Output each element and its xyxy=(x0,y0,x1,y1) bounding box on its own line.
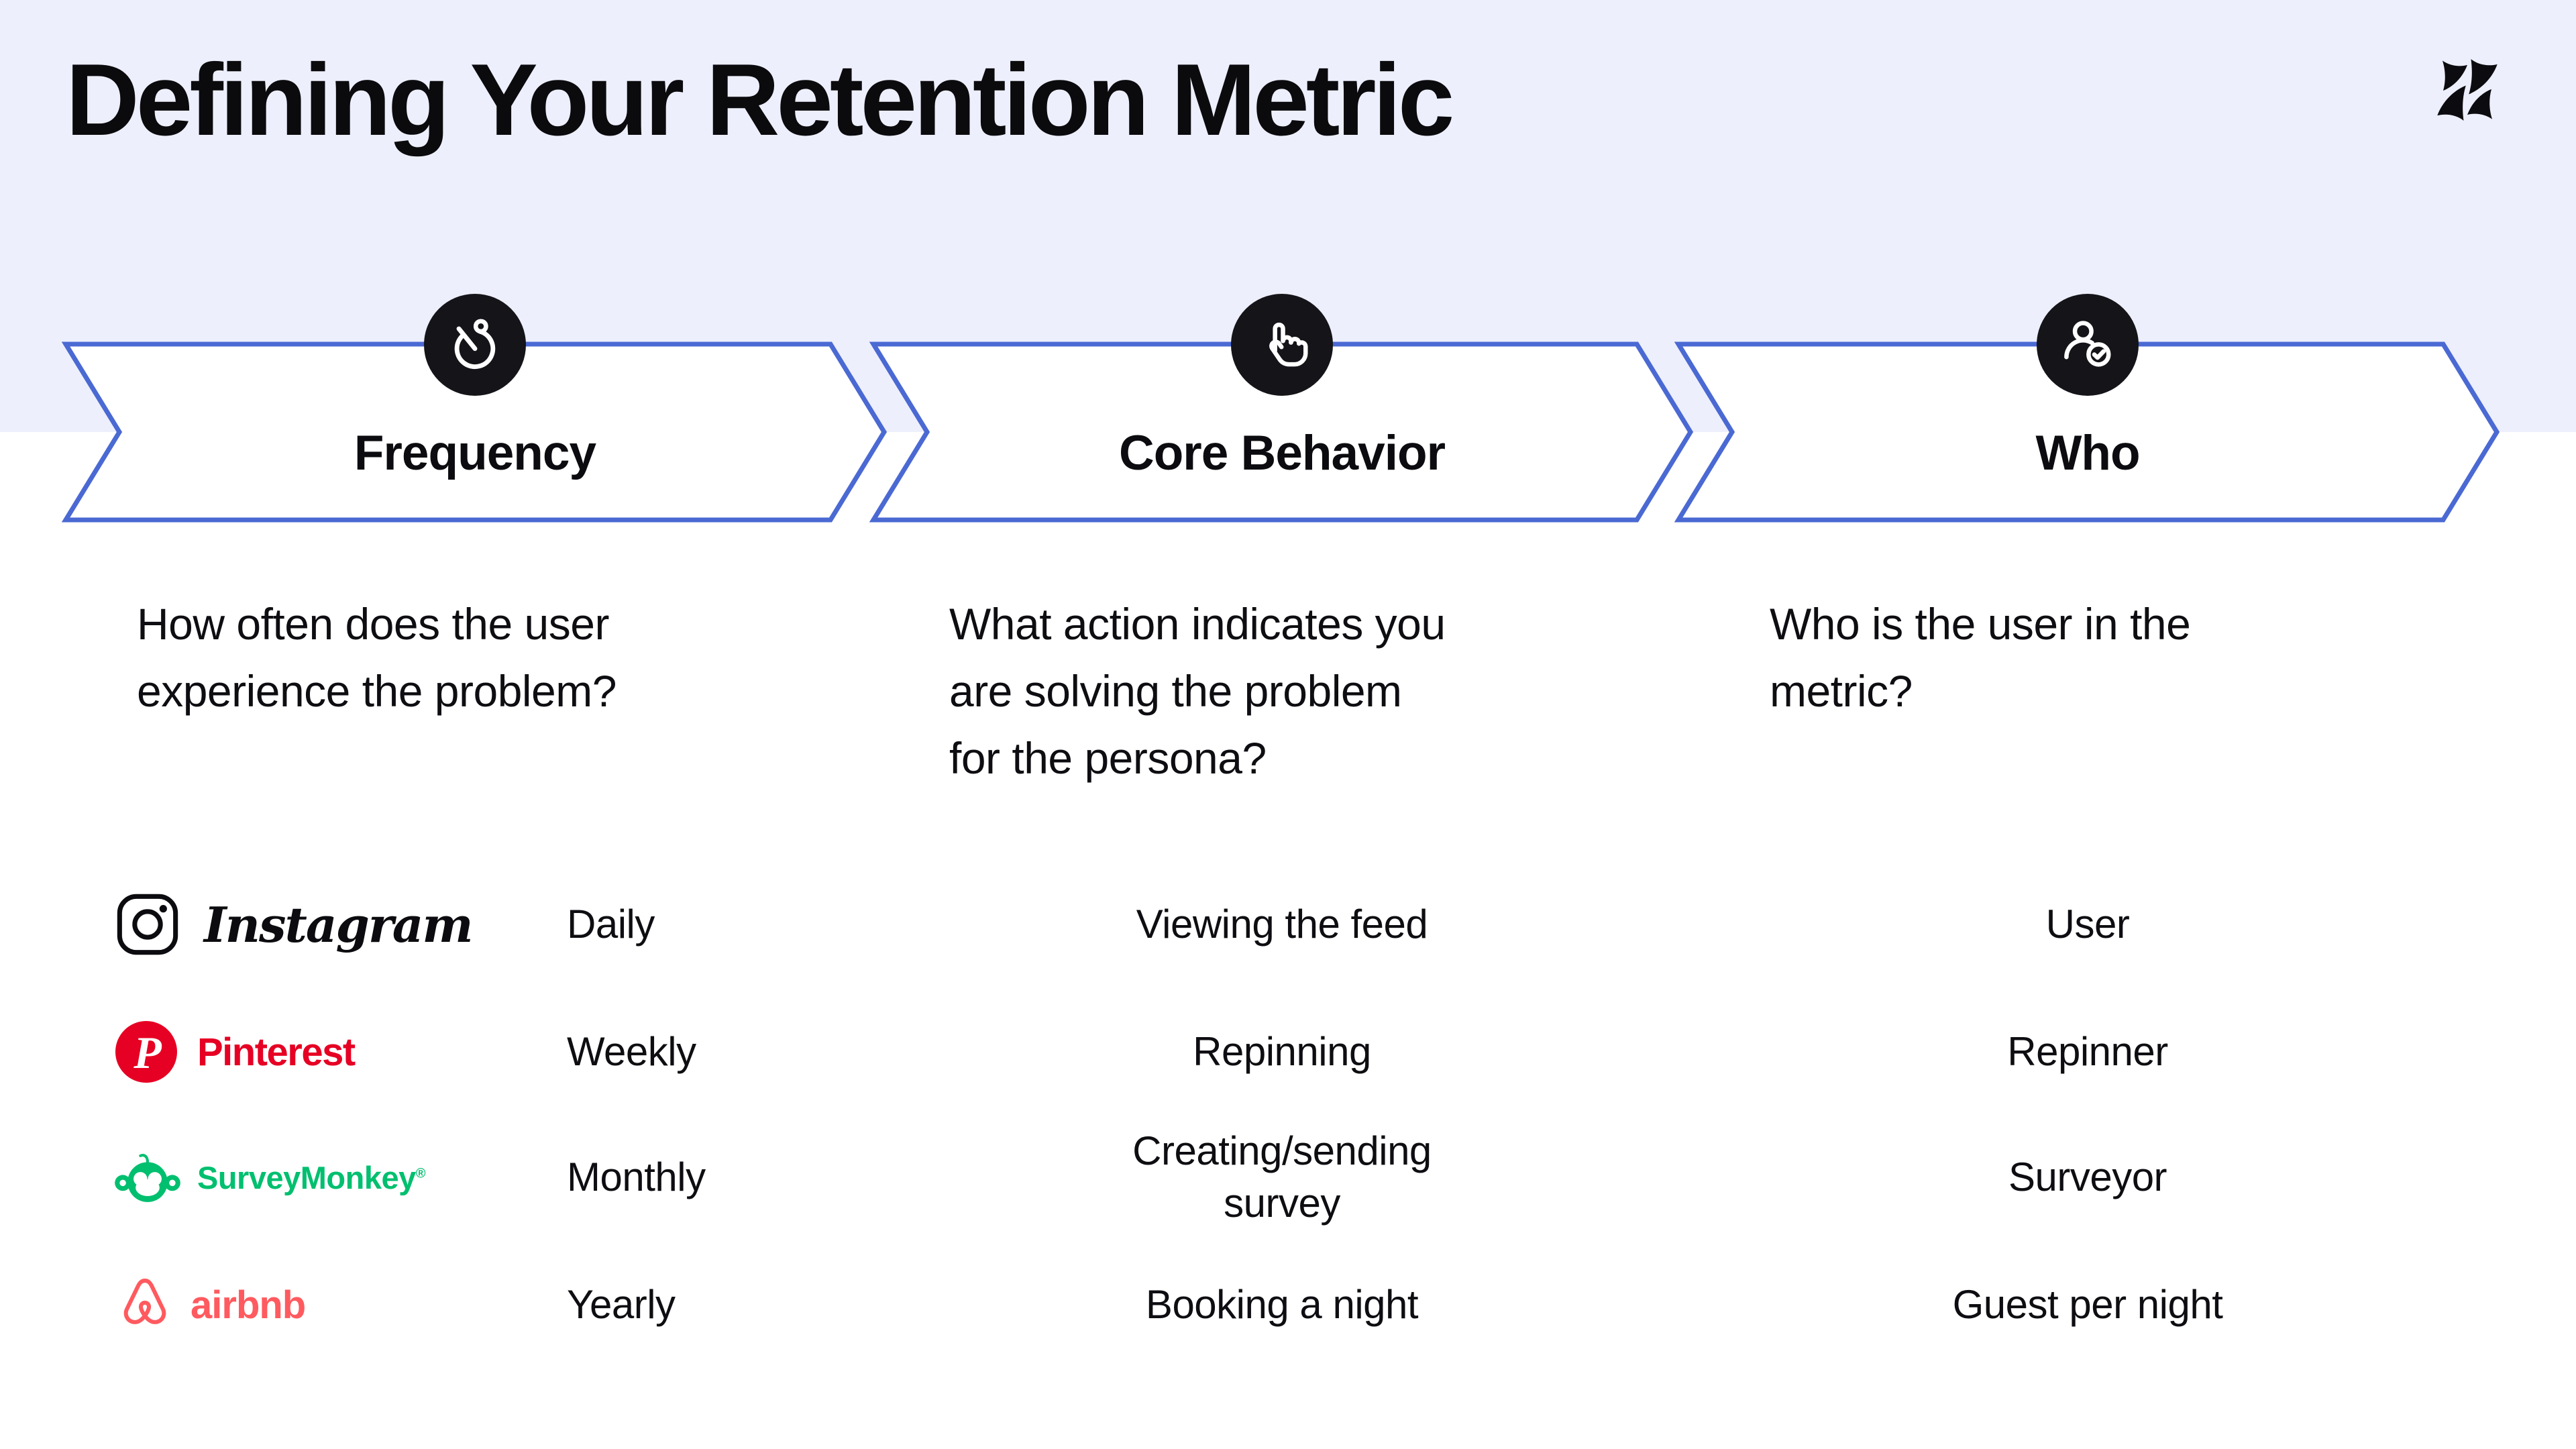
who-value-text: Surveyor xyxy=(2008,1155,2167,1199)
who-value-surveymonkey: Surveyor xyxy=(1752,1110,2423,1244)
step-banner-frequency xyxy=(61,341,888,523)
instagram-wordmark: Instagram xyxy=(204,896,474,953)
step-label-who: Who xyxy=(2035,426,2140,480)
airbnb-belo-icon xyxy=(123,1279,166,1324)
who-value-instagram: User xyxy=(1752,857,2423,991)
core-behavior-value-text: Booking a night xyxy=(1145,1282,1419,1327)
core-behavior-value-text: Repinning xyxy=(1193,1029,1371,1074)
step-label-core-behavior: Core Behavior xyxy=(1119,426,1446,480)
company-logo-instagram: Instagram xyxy=(114,857,517,991)
core-behavior-value-pinterest: Repinning xyxy=(947,985,1617,1119)
core-behavior-value-text: Creating/sending survey xyxy=(1132,1128,1432,1226)
svg-text:P: P xyxy=(133,1027,162,1078)
frequency-value-instagram: Daily xyxy=(567,857,916,991)
frequency-value-pinterest: Weekly xyxy=(567,985,916,1119)
core-behavior-value-surveymonkey: Creating/sending survey xyxy=(947,1110,1617,1244)
step-banner-core-behavior xyxy=(869,341,1694,523)
reforge-logo-icon xyxy=(2437,59,2498,121)
surveymonkey-monkey-icon xyxy=(115,1154,180,1202)
tap-hand-icon xyxy=(1231,294,1333,396)
frequency-value-airbnb: Yearly xyxy=(567,1238,916,1372)
who-value-pinterest: Repinner xyxy=(1752,985,2423,1119)
frequency-value-text: Yearly xyxy=(567,1282,676,1327)
pinterest-badge-icon: P xyxy=(115,1021,177,1083)
page-title: Defining Your Retention Metric xyxy=(66,43,1454,157)
registered-mark: ® xyxy=(415,1165,426,1181)
step-label-frequency: Frequency xyxy=(354,426,596,480)
frequency-value-text: Weekly xyxy=(567,1029,696,1074)
company-logo-pinterest: P Pinterest xyxy=(114,985,517,1119)
frequency-value-text: Monthly xyxy=(567,1155,706,1199)
core-behavior-value-instagram: Viewing the feed xyxy=(947,857,1617,991)
airbnb-wordmark: airbnb xyxy=(191,1283,306,1327)
timer-icon xyxy=(424,294,526,396)
instagram-camera-icon xyxy=(117,894,178,955)
user-check-icon xyxy=(2037,294,2139,396)
step-description-frequency: How often does the user experience the p… xyxy=(137,599,616,716)
frequency-value-surveymonkey: Monthly xyxy=(567,1110,916,1244)
surveymonkey-wordmark-text: SurveyMonkey xyxy=(197,1159,416,1195)
who-value-text: Guest per night xyxy=(1952,1282,2223,1327)
frequency-value-text: Daily xyxy=(567,902,655,947)
who-value-airbnb: Guest per night xyxy=(1752,1238,2423,1372)
core-behavior-value-text: Viewing the feed xyxy=(1136,902,1428,947)
who-value-text: Repinner xyxy=(2007,1029,2168,1074)
surveymonkey-wordmark: SurveyMonkey® xyxy=(197,1159,426,1196)
step-description-core-behavior: What action indicates you are solving th… xyxy=(949,599,1446,783)
pinterest-wordmark: Pinterest xyxy=(197,1030,356,1074)
core-behavior-value-airbnb: Booking a night xyxy=(947,1238,1617,1372)
step-banner-who xyxy=(1674,341,2500,523)
company-logo-surveymonkey: SurveyMonkey® xyxy=(114,1110,543,1244)
step-description-who: Who is the user in the metric? xyxy=(1770,599,2191,716)
who-value-text: User xyxy=(2045,902,2130,947)
company-logo-airbnb: airbnb xyxy=(114,1238,517,1372)
